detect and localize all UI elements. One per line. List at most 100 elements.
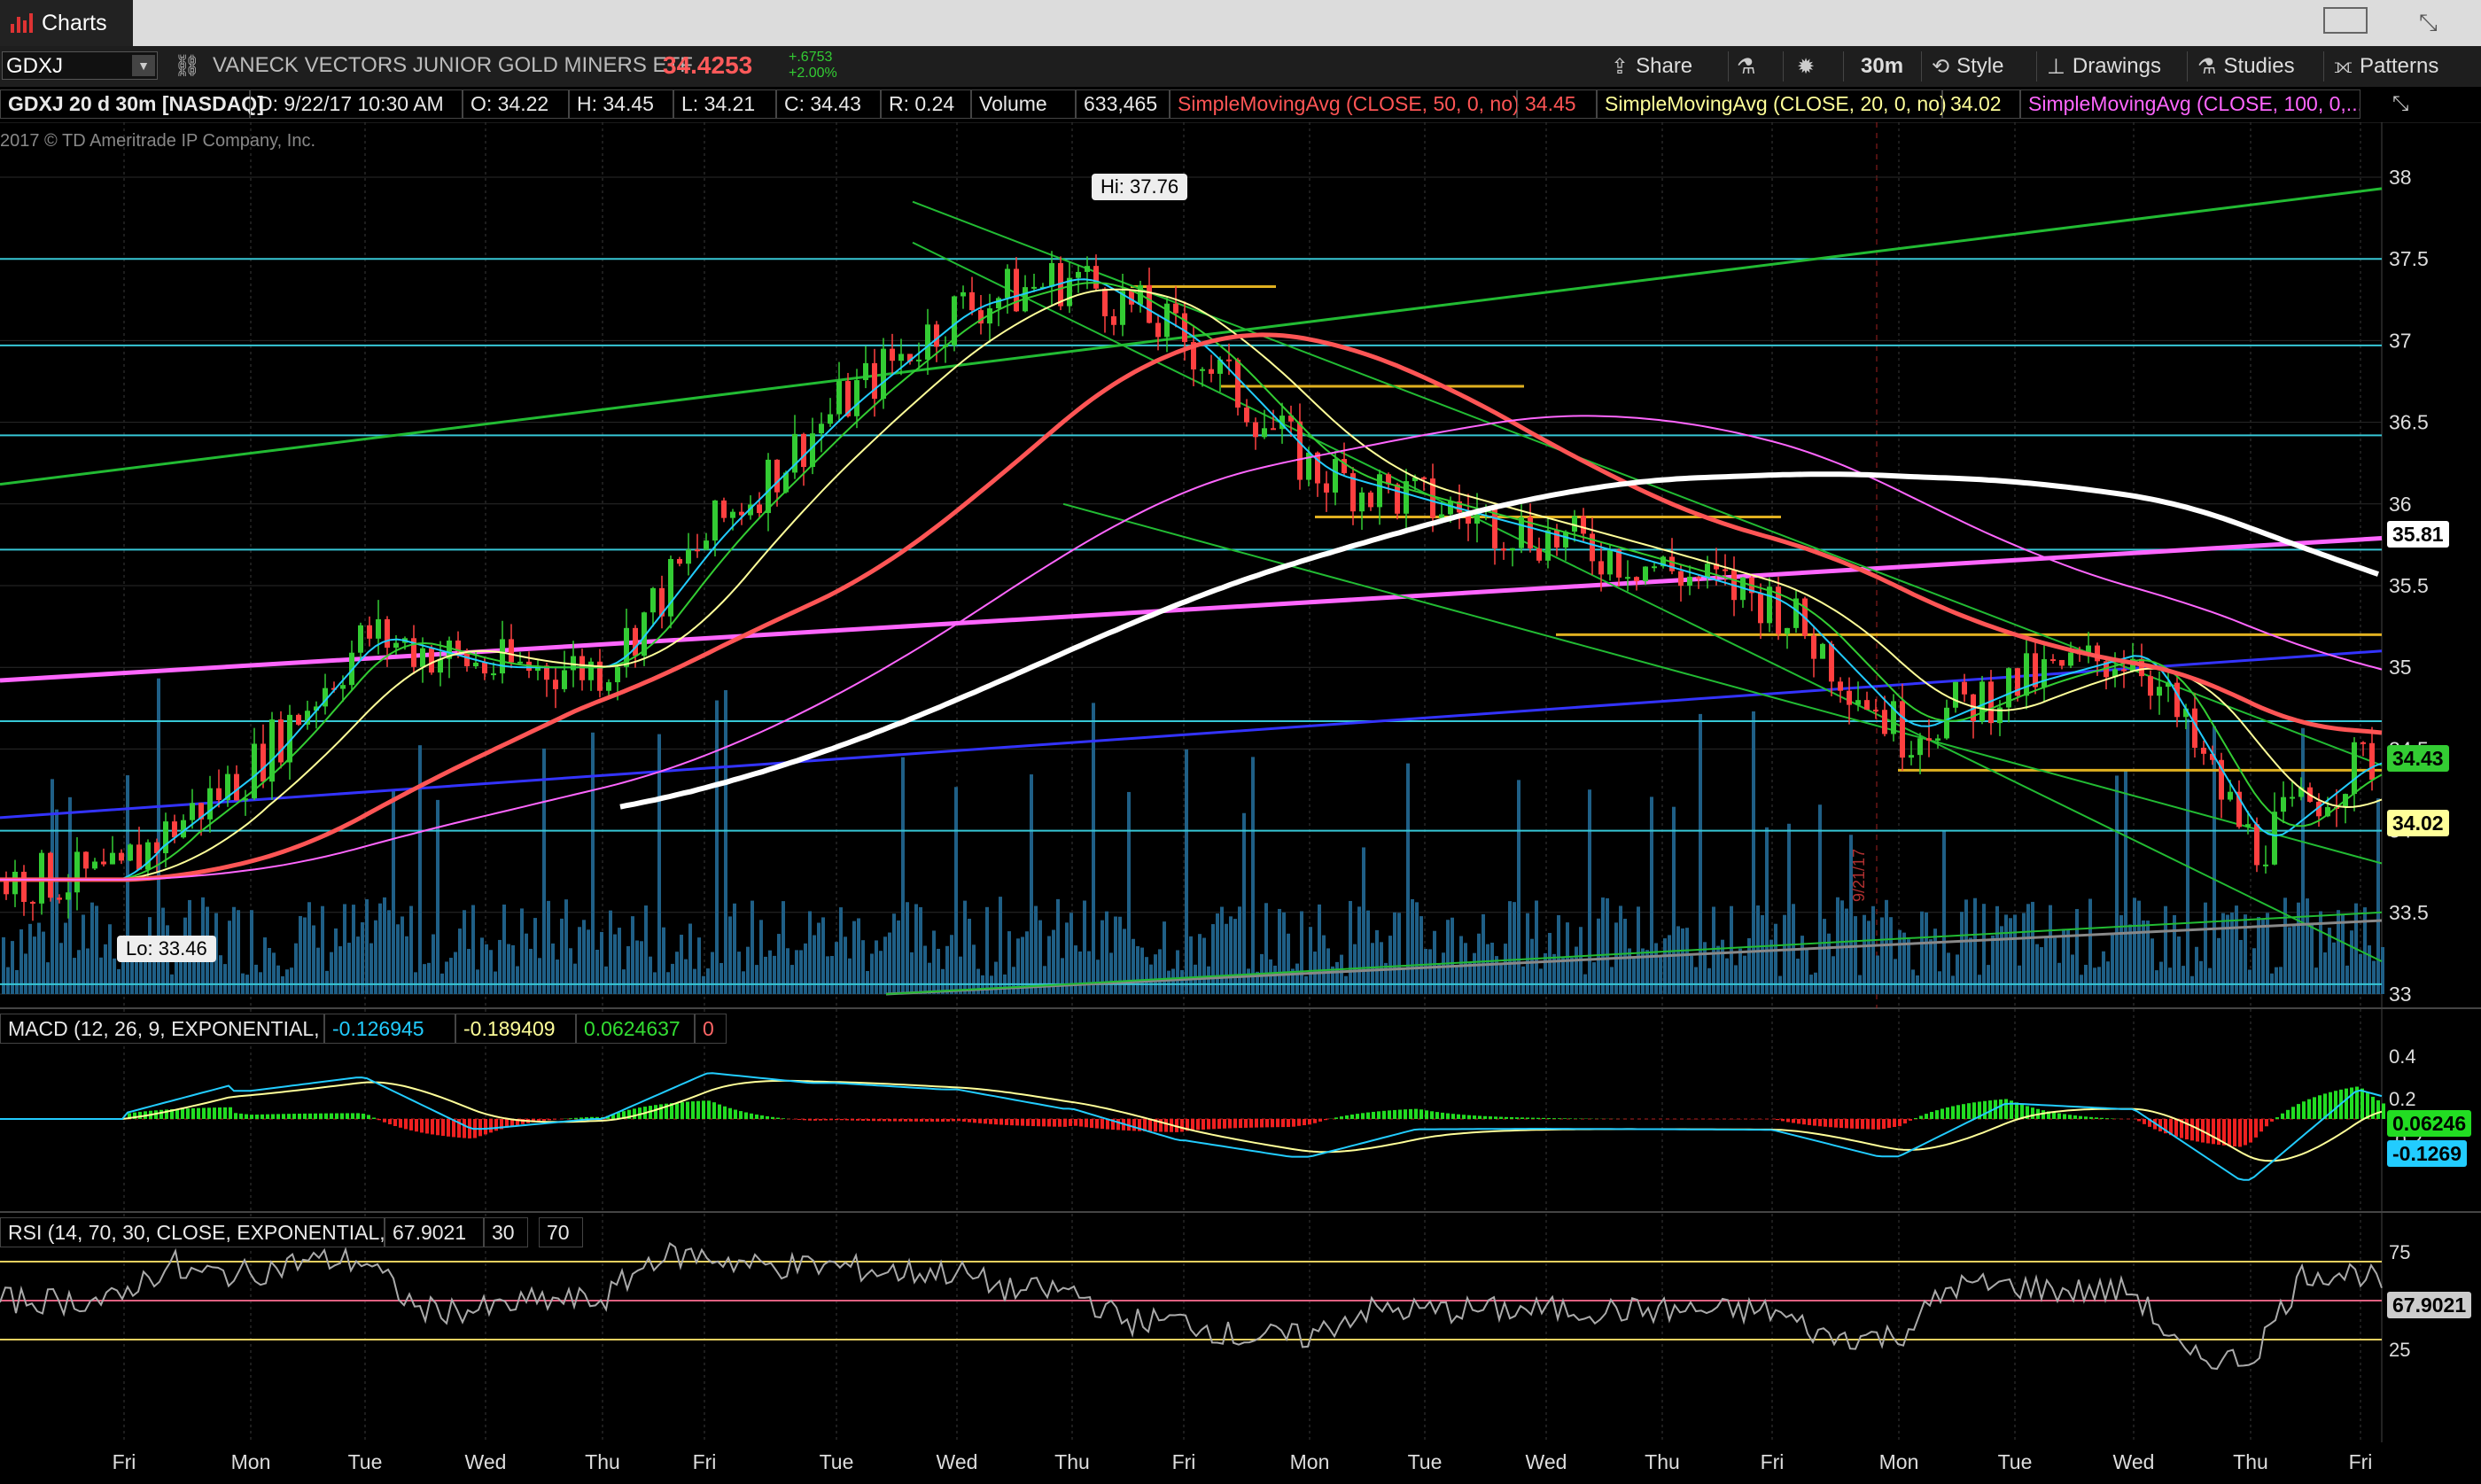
volume-bar: [1526, 913, 1529, 994]
volume-bar: [1380, 942, 1383, 994]
candle-body: [1705, 563, 1710, 577]
macd-histogram-bar: [377, 1119, 381, 1120]
day-tick-label: Thu: [1645, 1450, 1680, 1473]
symbol-dropdown-icon[interactable]: ▼: [132, 55, 155, 76]
macd-histogram-bar: [1021, 1119, 1024, 1126]
macd-histogram-bar: [1202, 1119, 1205, 1130]
link-icon[interactable]: ⛓: [174, 53, 200, 79]
studies-button[interactable]: ⚗Studies: [2197, 51, 2295, 82]
close-window-icon[interactable]: ⤡: [2419, 9, 2438, 35]
toolbar-divider: [1783, 51, 1784, 82]
candle-body: [110, 853, 115, 865]
candle-body: [1005, 268, 1010, 298]
volume-bar: [649, 957, 652, 994]
candle-body: [2272, 812, 2277, 865]
volume-bar: [1021, 936, 1024, 994]
day-tick-label: Mon: [1879, 1450, 1919, 1473]
macd-histogram-bar: [1207, 1119, 1210, 1130]
candle-body: [925, 324, 930, 360]
day-tick-label: Wed: [937, 1450, 978, 1473]
candle-body: [1155, 322, 1161, 337]
price-tick-label: 36.5: [2389, 411, 2429, 434]
macd-histogram-bar: [1090, 1119, 1093, 1128]
drawings-button[interactable]: ⊥Drawings: [2047, 51, 2161, 82]
share-button[interactable]: ⇪Share: [1611, 51, 1692, 82]
volume-bar: [1885, 900, 1888, 994]
price-tick-label: 33: [2389, 983, 2412, 1006]
volume-bar: [1699, 714, 1702, 994]
macd-histogram-bar: [1515, 1117, 1519, 1119]
macd-histogram-bar: [218, 1107, 222, 1119]
macd-histogram-bar: [2329, 1092, 2332, 1119]
studies-flask-icon: ⚗: [2197, 54, 2217, 80]
volume-bar: [1495, 956, 1498, 994]
candle-body: [1758, 593, 1763, 623]
trendline: [913, 243, 2382, 961]
macd-histogram-bar: [829, 1119, 833, 1120]
macd-histogram-bar: [2259, 1119, 2263, 1131]
volume-bar: [467, 949, 471, 994]
volume-bar: [830, 956, 834, 994]
volume-bar: [77, 950, 81, 994]
macd-histogram-bar: [712, 1102, 716, 1119]
candle-body: [1049, 263, 1054, 287]
volume-bar: [954, 787, 958, 994]
macd-histogram-bar: [744, 1113, 748, 1119]
low-annotation: Lo: 33.46: [117, 936, 216, 962]
chart-area[interactable]: 0.40.20-0.2 755025 3837.53736.53635.5353…: [0, 122, 2481, 1480]
candle-body: [2042, 659, 2047, 688]
gear-icon: ✹: [1797, 54, 1815, 80]
macd-histogram-bar: [681, 1102, 684, 1119]
price-chart-svg[interactable]: 0.40.20-0.2 755025 3837.53736.53635.5353…: [0, 122, 2481, 1480]
patterns-button[interactable]: ⟗Patterns: [2334, 51, 2438, 82]
collapse-icon[interactable]: ⤡: [2385, 89, 2430, 119]
macd-histogram-bar: [1882, 1119, 1886, 1129]
volume-bar: [1570, 958, 1574, 994]
volume-bar: [281, 976, 284, 994]
volume-bar: [1769, 940, 1773, 994]
volume-bar: [347, 943, 351, 994]
flask-button[interactable]: ⚗: [1737, 51, 1756, 82]
settings-button[interactable]: ✹: [1797, 51, 1815, 82]
volume-bar: [866, 971, 869, 994]
macd-histogram-bar: [782, 1118, 785, 1119]
volume-bar: [1730, 906, 1733, 994]
volume-bar: [640, 941, 643, 994]
style-button[interactable]: ⟲Style: [1932, 51, 2003, 82]
timeframe-button[interactable]: 30m: [1861, 51, 1903, 82]
candle-body: [1687, 577, 1692, 586]
charts-tab[interactable]: Charts: [0, 0, 133, 46]
candle-body: [1093, 266, 1099, 289]
candle-body: [1678, 571, 1684, 586]
symbol-input[interactable]: GDXJ▼: [2, 51, 158, 80]
volume-bar: [1083, 901, 1086, 994]
candle-body: [1873, 710, 1878, 711]
candle-body: [2148, 676, 2153, 695]
volume-bar: [968, 919, 971, 994]
macd-histogram-bar: [1494, 1116, 1497, 1119]
volume-bar: [46, 962, 50, 994]
macd-histogram-bar: [282, 1114, 285, 1119]
macd-histogram-bar: [2281, 1114, 2284, 1119]
macd-histogram-bar: [808, 1119, 812, 1121]
macd-histogram-bar: [968, 1119, 971, 1123]
volume-bar: [1092, 703, 1095, 994]
macd-histogram-bar: [1366, 1113, 1370, 1119]
volume-bar: [742, 971, 745, 994]
toolbar-divider: [1843, 51, 1844, 82]
volume-bar: [1694, 967, 1698, 994]
timeframe-label: 30m: [1861, 54, 1903, 79]
restore-window-button[interactable]: [2323, 7, 2368, 34]
macd-histogram-bar: [2376, 1100, 2380, 1119]
day-tick-label: Thu: [1054, 1450, 1090, 1473]
volume-bar: [1242, 813, 1246, 994]
volume-bar: [1424, 949, 1427, 994]
volume-bar: [551, 944, 555, 994]
volume-bar: [1388, 936, 1392, 994]
day-tick-label: Tue: [1998, 1450, 2033, 1473]
macd-histogram-bar: [1478, 1115, 1482, 1119]
macd-histogram-bar: [1547, 1118, 1551, 1119]
macd-histogram-bar: [1026, 1119, 1030, 1126]
volume-bar: [99, 958, 103, 994]
candle-body: [1368, 493, 1373, 508]
